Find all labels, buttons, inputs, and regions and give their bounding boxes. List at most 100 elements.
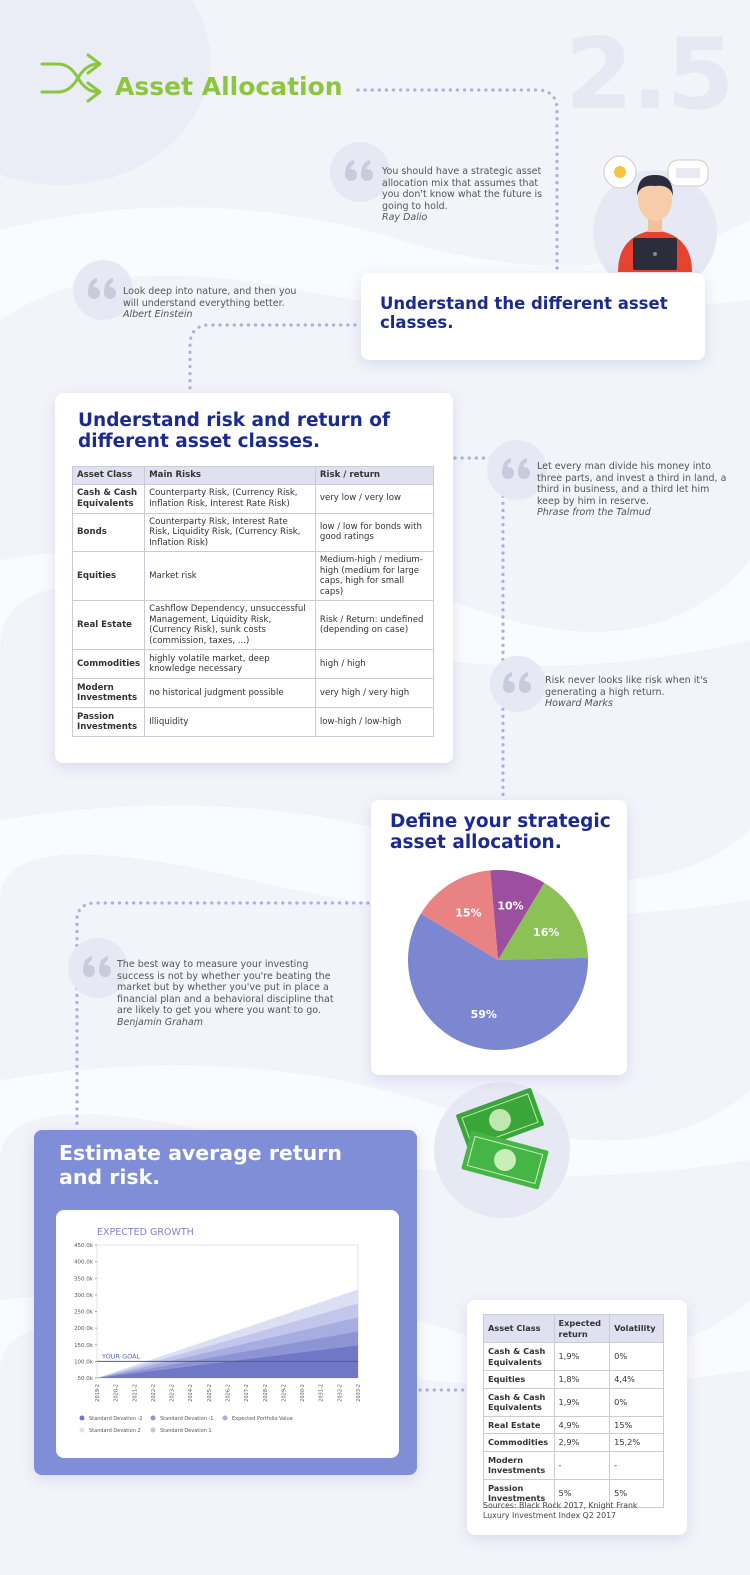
- quote-circle: [487, 440, 547, 500]
- quote-glyph: [104, 278, 113, 293]
- step-card: Define your strategic asset allocation. …: [371, 800, 627, 1075]
- table-cell: 15,2%: [609, 1433, 664, 1452]
- table-cell: Commodities: [71, 649, 146, 679]
- quote-glyph: [503, 672, 512, 687]
- pie-slice: [408, 913, 588, 1050]
- quote-text: The best way to measure your investing s…: [117, 959, 334, 1016]
- table-cell: 2,9%: [553, 1433, 611, 1452]
- header-row: Asset Class Expected return Volatility: [483, 1314, 664, 1343]
- table-row: Cash & Cash Equivalents 1,9% 0%: [483, 1387, 664, 1417]
- section-number: 2.5: [565, 18, 735, 132]
- table-cell: 1,9%: [553, 1342, 611, 1371]
- table-cell: Counterparty Risk, Interest Rate Risk, L…: [144, 512, 316, 552]
- table-cell: 4,9%: [553, 1415, 611, 1434]
- return-card: Asset Class Expected return Volatility Cash…: [467, 1300, 687, 1535]
- quote-glyph: [83, 956, 92, 971]
- table-row: Cash & Cash Equivalents Counterparty Risk…: [71, 483, 435, 514]
- quote-author: Phrase from the Talmud: [537, 507, 651, 518]
- table-cell: 4,4%: [609, 1370, 664, 1389]
- quote-author: Howard Marks: [545, 698, 613, 709]
- table-cell: Bonds: [71, 512, 146, 552]
- step-card: Estimate average return and risk.: [34, 1130, 417, 1475]
- shuffle-icon: [40, 53, 102, 103]
- step-title: Estimate average return and risk.: [59, 1141, 342, 1189]
- connector: [188, 323, 357, 395]
- quote: Risk never looks like risk when it's gen…: [545, 675, 720, 710]
- money-illustration: [434, 1082, 570, 1218]
- quote-glyph: [88, 278, 97, 293]
- connectors: [75, 88, 559, 1392]
- pie-slice: [498, 882, 588, 960]
- table-row: Commodities 2,9% 15,2%: [483, 1433, 664, 1452]
- risk-table: Asset Class Main Risks Risk / return Cash &…: [71, 466, 435, 737]
- table-row: Passion Investments Illiquidity low-high /…: [71, 707, 435, 737]
- table-row: Cash & Cash Equivalents 1,9% 0%: [483, 1342, 664, 1371]
- table-cell: very high / very high: [314, 678, 435, 708]
- pie-slice: [490, 870, 545, 960]
- pie-label: 59%: [471, 1008, 497, 1021]
- table-cell: -: [553, 1450, 611, 1480]
- table-cell: low / low for bonds with good ratings: [314, 512, 435, 552]
- header-row: Asset Class Main Risks Risk / return: [71, 466, 435, 485]
- step-title: Define your strategic asset allocation.: [390, 811, 611, 854]
- table-cell: Illiquidity: [144, 707, 316, 737]
- return-table: Asset Class Expected return Volatility Cash…: [483, 1314, 664, 1508]
- table-row: Real Estate 4,9% 15%: [483, 1415, 664, 1434]
- pie-chart: 10% 16% 59% 15%: [408, 870, 588, 1050]
- quote-glyph: [99, 956, 108, 971]
- table-cell: Market risk: [144, 551, 316, 601]
- header-cell: Risk / return: [314, 466, 435, 485]
- table-cell: Cashflow Dependency, unsuccessful Manage…: [144, 600, 316, 650]
- chart-panel: [56, 1210, 399, 1458]
- table-cell: Counterparty Risk, (Currency Risk, Infla…: [144, 483, 316, 514]
- quote-text: Look deep into nature, and then you will…: [123, 286, 297, 309]
- table-row: Passion Investments 5% 5%: [483, 1478, 664, 1508]
- pie-label: 15%: [455, 907, 481, 920]
- table-cell: Passion Investments: [483, 1478, 555, 1508]
- quote: You should have a strategic asset alloca…: [382, 166, 547, 224]
- table-cell: highly volatile market, deep knowledge n…: [144, 649, 316, 679]
- table-cell: 15%: [609, 1415, 664, 1434]
- table-cell: very low / very low: [314, 483, 435, 514]
- header-cell: Volatility: [609, 1314, 664, 1343]
- table-row: Bonds Counterparty Risk, Interest Rate Ri…: [71, 512, 435, 552]
- table-cell: Equities: [483, 1370, 555, 1389]
- table-cell: Equities: [71, 551, 146, 601]
- source-note: Sources: Black Rock 2017, Knight Frank L…: [483, 1501, 638, 1520]
- person-illustration: [593, 155, 717, 294]
- table-cell: -: [609, 1450, 664, 1480]
- quote-text: Let every man divide his money into thre…: [537, 461, 727, 507]
- table-cell: Medium-high / medium-high (medium for la…: [314, 551, 435, 601]
- table-cell: Cash & Cash Equivalents: [483, 1342, 555, 1371]
- table-cell: 0%: [609, 1387, 664, 1417]
- table-row: Commodities highly volatile market, deep …: [71, 649, 435, 679]
- table-cell: 1,8%: [553, 1370, 611, 1389]
- quote-circle: [490, 656, 546, 712]
- header-cell: Asset Class: [71, 466, 146, 485]
- table-cell: Passion Investments: [71, 707, 146, 737]
- quote-author: Benjamin Graham: [117, 1016, 203, 1028]
- table-row: Modern Investments no historical judgment…: [71, 678, 435, 708]
- quote-glyph: [361, 160, 370, 175]
- quote-circle: [330, 142, 390, 202]
- step-card: Understand risk and return of different …: [55, 393, 453, 763]
- page-title: Asset Allocation: [115, 72, 343, 101]
- quote: The best way to measure your investing s…: [117, 959, 347, 1028]
- header-cell: Main Risks: [144, 466, 316, 485]
- bg-blob: [0, 0, 210, 185]
- table-cell: Cash & Cash Equivalents: [71, 483, 146, 514]
- step-title: Understand the different asset classes.: [380, 294, 668, 332]
- step-title: Understand risk and return of different …: [78, 410, 391, 453]
- quote-author: Ray Dalio: [382, 212, 428, 223]
- table-cell: Cash & Cash Equivalents: [483, 1387, 555, 1417]
- quote-circle: [73, 260, 133, 320]
- quote-circle: [68, 938, 128, 998]
- quote-text: Risk never looks like risk when it's gen…: [545, 675, 708, 698]
- quote-glyph: [518, 458, 527, 473]
- header-cell: Asset Class: [483, 1314, 555, 1343]
- table-row: Real Estate Cashflow Dependency, unsucces…: [71, 600, 435, 650]
- table-cell: Modern Investments: [483, 1450, 555, 1480]
- table-row: Equities Market risk Medium-high / medium-…: [71, 551, 435, 601]
- quote-glyph: [519, 672, 528, 687]
